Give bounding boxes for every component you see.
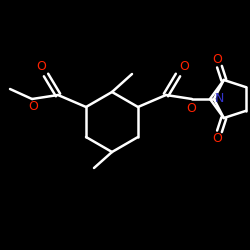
Text: O: O bbox=[36, 60, 46, 72]
Text: O: O bbox=[179, 60, 189, 72]
Text: O: O bbox=[212, 52, 222, 66]
Text: O: O bbox=[212, 132, 222, 145]
Text: N: N bbox=[214, 92, 224, 106]
Text: O: O bbox=[28, 100, 38, 114]
Text: O: O bbox=[186, 102, 196, 114]
